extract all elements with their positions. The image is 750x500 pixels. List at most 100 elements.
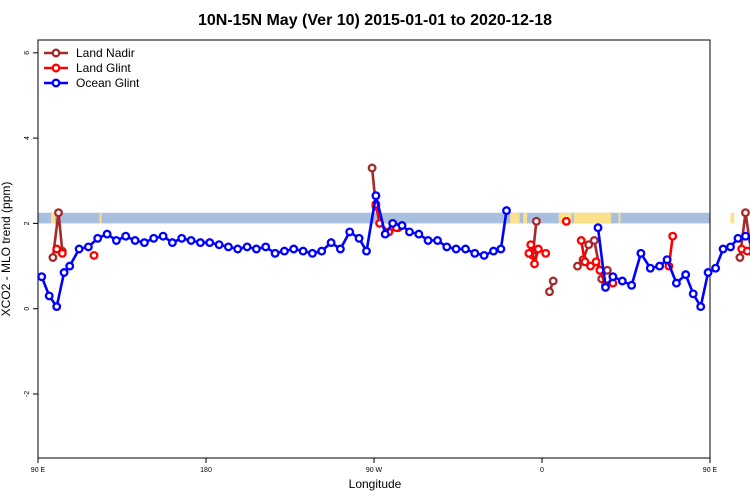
data-point-ocean-glint: [335, 244, 345, 254]
data-point-ocean-glint: [83, 242, 93, 252]
land-band-segment: [99, 212, 102, 224]
y-tick-label: 6: [24, 51, 31, 55]
data-point-ocean-glint: [688, 289, 698, 299]
data-point-ocean-glint: [496, 244, 506, 254]
legend-marker: [51, 48, 61, 58]
data-point-land-glint: [576, 236, 586, 245]
data-point-ocean-glint: [662, 255, 672, 265]
data-point-ocean-glint: [289, 244, 299, 254]
data-point-land-nadir: [54, 208, 63, 218]
x-axis: 90 E 180 90 W 0 90 E: [31, 458, 718, 474]
legend-item-ocean-glint: Ocean Glint: [44, 76, 140, 90]
data-point-land-nadir: [589, 236, 599, 245]
data-point-ocean-glint: [362, 246, 371, 256]
y-axis: -2 0 2 4 6: [24, 51, 38, 397]
data-point-ocean-glint: [733, 233, 743, 243]
data-point-land-nadir: [367, 163, 377, 173]
data-point-ocean-glint: [414, 229, 424, 239]
data-point-ocean-glint: [223, 242, 233, 252]
y-tick-label: 2: [24, 221, 31, 225]
data-point-ocean-glint: [703, 268, 713, 277]
data-point-ocean-glint: [741, 231, 750, 241]
data-point-ocean-glint: [251, 244, 261, 254]
data-point-ocean-glint: [93, 233, 103, 243]
data-point-ocean-glint: [130, 236, 140, 245]
data-point-ocean-glint: [317, 246, 327, 256]
land-band-segment: [51, 212, 55, 224]
data-point-ocean-glint: [433, 236, 442, 245]
data-point-ocean-glint: [451, 244, 461, 254]
data-point-ocean-glint: [371, 191, 381, 201]
data-point-ocean-glint: [655, 261, 665, 271]
data-point-ocean-glint: [307, 248, 317, 258]
data-point-land-glint: [561, 216, 571, 226]
data-point-ocean-glint: [177, 233, 187, 243]
legend-label: Land Nadir: [76, 46, 135, 60]
y-axis-title: XCO2 - MLO trend (ppm): [0, 182, 13, 317]
data-point-ocean-glint: [158, 231, 168, 241]
data-point-ocean-glint: [111, 236, 121, 245]
land-band-segment: [573, 212, 612, 224]
data-point-land-glint: [580, 257, 590, 267]
data-point-ocean-glint: [59, 268, 69, 277]
land-band-segment: [730, 212, 735, 224]
x-axis-title: Longitude: [349, 477, 402, 491]
data-point-ocean-glint: [726, 242, 735, 252]
data-point-ocean-glint: [233, 244, 243, 254]
data-point-ocean-glint: [388, 218, 398, 228]
y-tick-label: -2: [24, 391, 31, 397]
data-point-land-glint: [586, 261, 595, 271]
data-point-land-nadir: [735, 253, 745, 262]
data-point-ocean-glint: [423, 236, 433, 245]
data-point-ocean-glint: [167, 238, 177, 248]
data-point-ocean-glint: [74, 244, 84, 254]
series-layer: [37, 163, 750, 312]
data-point-ocean-glint: [326, 238, 336, 248]
legend-label: Ocean Glint: [76, 76, 140, 90]
data-point-land-glint: [89, 250, 99, 260]
data-point-land-nadir: [48, 253, 58, 262]
data-point-ocean-glint: [470, 248, 480, 258]
legend-marker: [51, 78, 61, 88]
data-point-ocean-glint: [37, 272, 47, 282]
data-point-ocean-glint: [711, 263, 721, 273]
x-tick-label: 90 W: [366, 467, 383, 474]
data-point-ocean-glint: [671, 278, 681, 288]
data-point-ocean-glint: [718, 244, 728, 254]
land-band-segment: [523, 212, 528, 224]
land-band-segment: [510, 212, 520, 224]
data-point-land-nadir: [545, 287, 554, 297]
data-point-ocean-glint: [627, 280, 637, 290]
data-point-land-glint: [52, 244, 62, 254]
data-point-ocean-glint: [52, 302, 62, 312]
data-point-land-glint: [524, 248, 534, 258]
data-point-land-glint: [742, 246, 750, 256]
data-point-ocean-glint: [502, 206, 511, 216]
data-point-land-nadir: [741, 208, 750, 218]
data-point-land-glint: [591, 257, 601, 267]
land-band-segment: [618, 212, 621, 224]
legend-label: Land Glint: [76, 61, 131, 75]
data-point-ocean-glint: [696, 302, 706, 312]
data-point-ocean-glint: [636, 248, 646, 258]
data-point-ocean-glint: [489, 246, 498, 256]
data-point-land-glint: [668, 231, 678, 241]
data-point-land-nadir: [548, 276, 558, 286]
y-tick-label: 4: [24, 136, 31, 140]
data-point-ocean-glint: [270, 248, 280, 258]
series-ocean-glint: [37, 191, 750, 312]
chart-title: 10N-15N May (Ver 10) 2015-01-01 to 2020-…: [198, 12, 552, 29]
x-tick-label: 90 E: [31, 467, 46, 474]
data-point-ocean-glint: [186, 236, 196, 245]
y-tick-label: 0: [24, 307, 31, 311]
data-point-ocean-glint: [205, 238, 215, 248]
data-point-ocean-glint: [593, 223, 603, 233]
data-point-ocean-glint: [601, 282, 610, 292]
data-point-land-nadir: [602, 265, 612, 275]
x-tick-label: 0: [540, 467, 544, 474]
data-point-ocean-glint: [65, 261, 75, 271]
data-point-ocean-glint: [397, 221, 407, 230]
data-point-ocean-glint: [214, 240, 224, 250]
